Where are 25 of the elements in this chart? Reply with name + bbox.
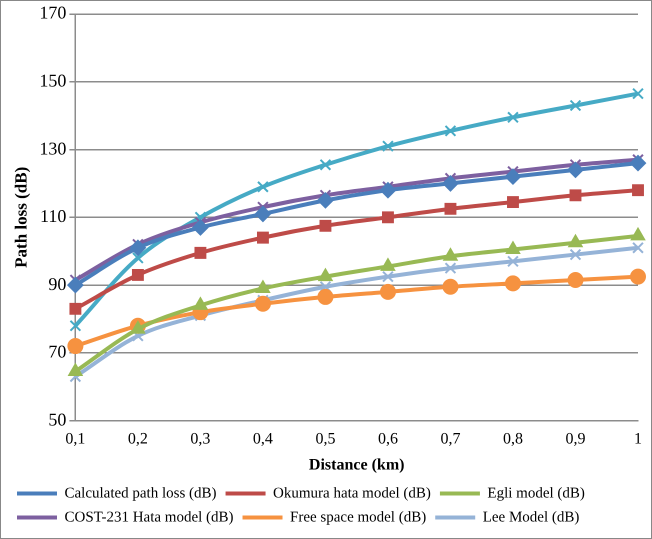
y-tick-label: 50 <box>48 409 66 430</box>
x-tick-label: 1 <box>634 430 642 448</box>
x-tick-label: 0,7 <box>440 430 460 448</box>
x-tick-label: 0,4 <box>252 430 273 448</box>
x-tick-label: 0,9 <box>565 430 586 448</box>
legend-label: COST-231 Hata model (dB) <box>64 509 234 526</box>
legend-label: Egli model (dB) <box>487 485 585 502</box>
y-tick-label: 70 <box>48 342 66 362</box>
x-tick-label: 0,6 <box>378 430 398 448</box>
y-tick-label: 110 <box>40 206 66 226</box>
legend-label: Lee Model (dB) <box>482 509 580 526</box>
x-tick-label: 0,1 <box>65 430 86 448</box>
x-tick-label: 0,8 <box>502 430 523 448</box>
legend-label: Okumura hata model (dB) <box>273 485 431 502</box>
x-tick-label: 0,2 <box>128 430 148 448</box>
x-tick-label: 0,5 <box>315 430 336 448</box>
x-tick-label: 0,3 <box>190 430 210 448</box>
y-axis-title: Path loss (dB) <box>12 166 31 268</box>
x-axis-title: Distance (km) <box>308 456 404 474</box>
legend-label: Calculated path loss (dB) <box>64 485 217 502</box>
legend-label: Free space model (dB) <box>290 509 426 526</box>
y-tick-label: 130 <box>39 138 66 158</box>
y-tick-label: 90 <box>48 274 66 294</box>
y-tick-label: 150 <box>39 70 66 90</box>
y-tick-label: 170 <box>39 2 66 23</box>
